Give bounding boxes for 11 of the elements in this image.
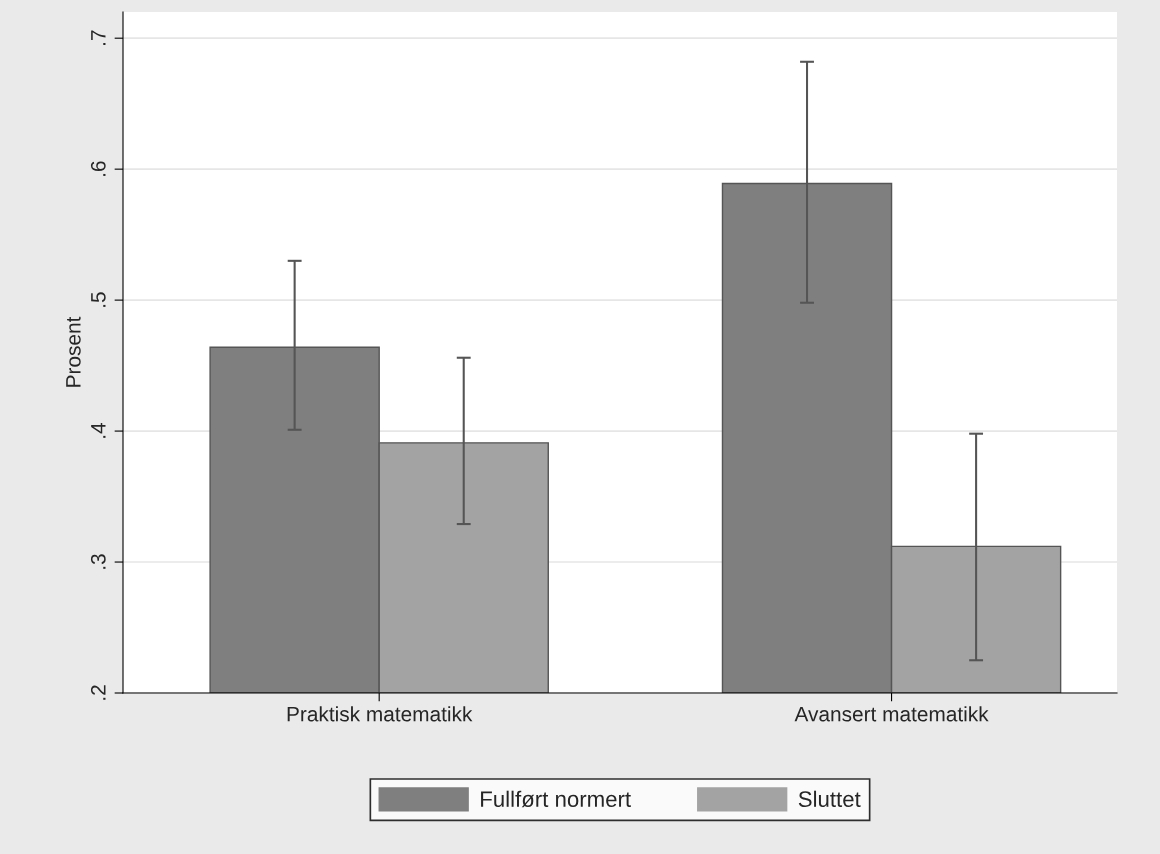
y-tick-label: .6 [90, 161, 106, 176]
x-tick-label: Praktisk matematikk [287, 706, 473, 722]
y-tick-label: .7 [91, 30, 106, 45]
y-axis-title: Prosent [66, 316, 81, 387]
legend-label: Fullført normert [481, 790, 631, 808]
x-tick-label: Avansert matematikk [794, 706, 989, 722]
y-tick-label: .3 [90, 554, 106, 569]
y-tick-label: .2 [90, 685, 106, 700]
legend-label: Sluttet [798, 790, 861, 808]
y-tick-label: .5 [91, 292, 106, 307]
y-tick-label: .4 [91, 423, 106, 438]
